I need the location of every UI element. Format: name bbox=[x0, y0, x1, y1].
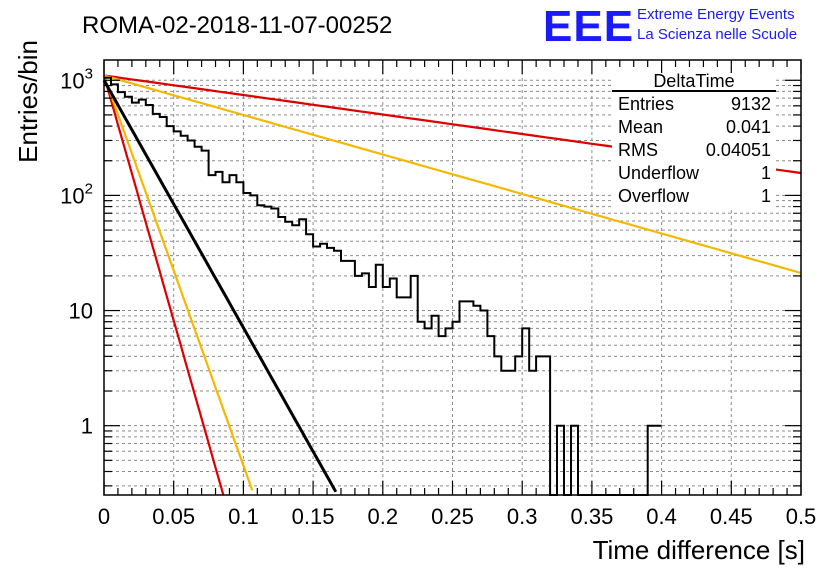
stats-value-entries: 9132 bbox=[731, 94, 771, 114]
reference-line-orange-fast bbox=[102, 75, 254, 491]
axis-ticks bbox=[103, 60, 802, 495]
y-tick-label: 103 bbox=[60, 65, 93, 93]
x-axis-title: Time difference [s] bbox=[593, 535, 805, 565]
reference-line-orange-slow bbox=[103, 74, 802, 275]
stats-value-rms: 0.04051 bbox=[706, 140, 771, 160]
y-tick-labels: 1 10 102 103 bbox=[60, 65, 93, 438]
stats-box: DeltaTime Entries 9132 Mean 0.041 RMS 0.04051… bbox=[612, 71, 776, 210]
stats-label-mean: Mean bbox=[618, 117, 663, 137]
eee-logo: EEE Extreme Energy Events La Scienza nel… bbox=[543, 2, 797, 51]
x-tick-labels: 0 0.05 0.1 0.15 0.2 0.25 0.3 0.35 0.4 0.45 0.5 bbox=[98, 504, 816, 529]
histogram-outline bbox=[104, 76, 662, 496]
x-tick-label: 0.1 bbox=[228, 504, 259, 529]
stats-title: DeltaTime bbox=[653, 71, 734, 91]
x-tick-label: 0 bbox=[98, 504, 110, 529]
stats-label-rms: RMS bbox=[618, 140, 658, 160]
reference-line-red-fast bbox=[102, 75, 225, 495]
y-tick-label: 10 bbox=[69, 299, 93, 324]
y-tick-label: 1 bbox=[81, 414, 93, 439]
x-tick-label: 0.45 bbox=[710, 504, 753, 529]
x-tick-label: 0.25 bbox=[431, 504, 474, 529]
grid bbox=[104, 60, 801, 495]
x-tick-label: 0.2 bbox=[368, 504, 399, 529]
x-tick-label: 0.4 bbox=[646, 504, 677, 529]
x-tick-label: 0.05 bbox=[152, 504, 195, 529]
stats-label-overflow: Overflow bbox=[618, 186, 690, 206]
y-axis-title: Entries/bin bbox=[13, 40, 43, 163]
eee-logo-mark: EEE bbox=[543, 2, 634, 51]
stats-box-background bbox=[612, 73, 776, 210]
stats-value-mean: 0.041 bbox=[726, 117, 771, 137]
stats-label-underflow: Underflow bbox=[618, 163, 700, 183]
stats-value-underflow: 1 bbox=[761, 163, 771, 183]
x-tick-label: 0.15 bbox=[292, 504, 335, 529]
chart-title: ROMA-02-2018-11-07-00252 bbox=[82, 12, 392, 39]
eee-logo-line1: Extreme Energy Events bbox=[637, 6, 795, 23]
stats-label-entries: Entries bbox=[618, 94, 674, 114]
x-tick-label: 0.35 bbox=[570, 504, 613, 529]
eee-logo-line2: La Scienza nelle Scuole bbox=[637, 26, 797, 43]
x-tick-label: 0.5 bbox=[786, 504, 817, 529]
x-tick-label: 0.3 bbox=[507, 504, 538, 529]
y-tick-label: 102 bbox=[60, 180, 93, 208]
stats-value-overflow: 1 bbox=[761, 186, 771, 206]
stats-rows: Entries 9132 Mean 0.041 RMS 0.04051 Underflow 1… bbox=[618, 94, 771, 206]
exponential-fit-line bbox=[102, 79, 338, 493]
